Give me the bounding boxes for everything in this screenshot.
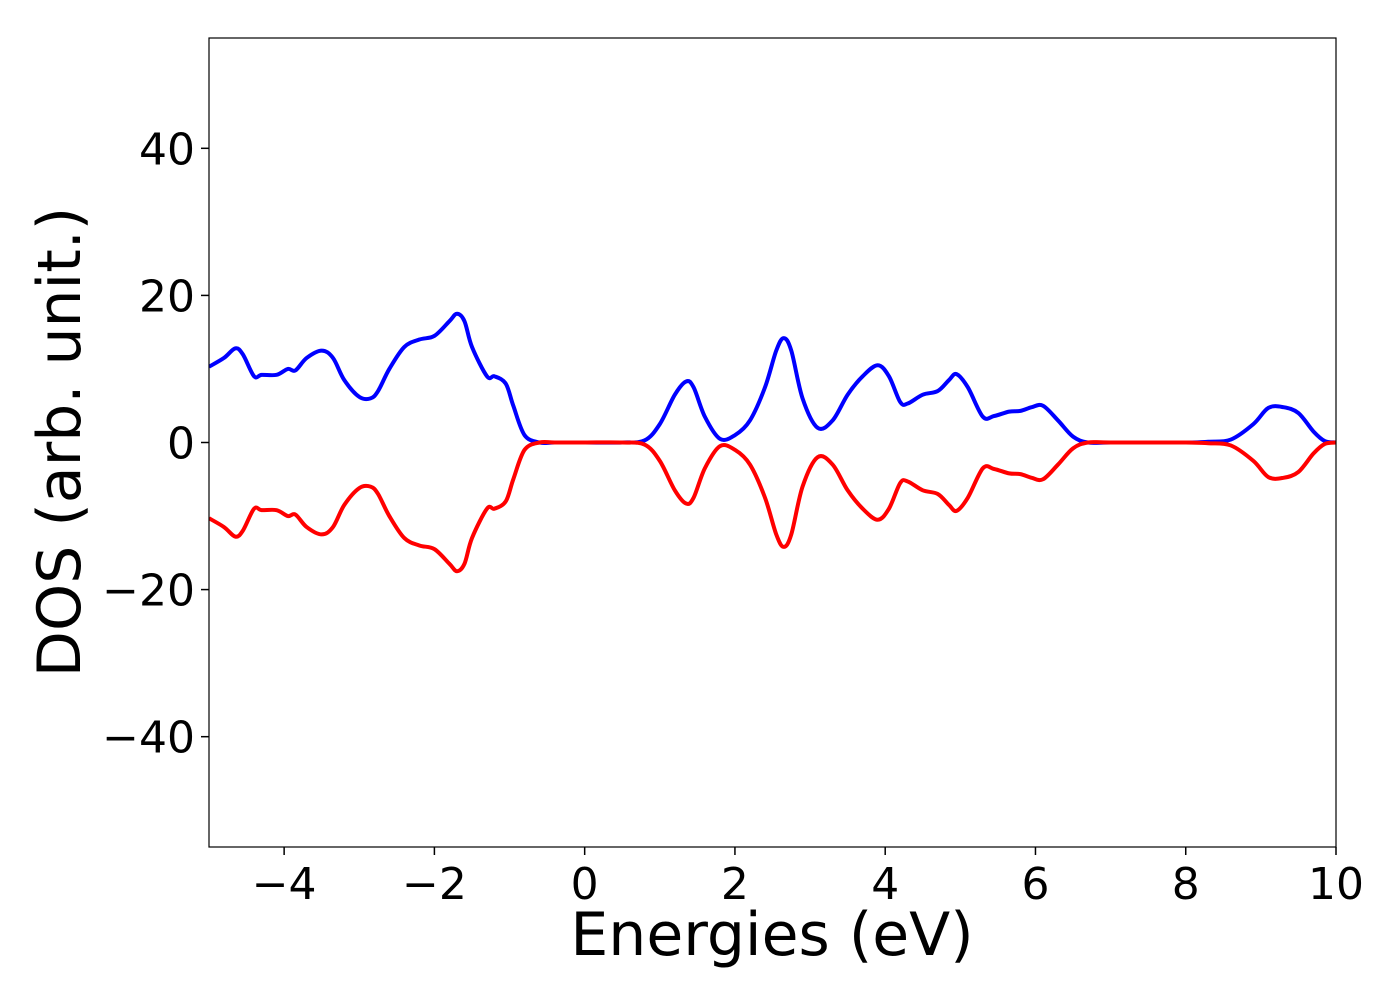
- series-line-spin-up: [209, 311, 1336, 446]
- series-layer: [209, 311, 1336, 574]
- y-tick-label: −20: [102, 566, 195, 617]
- y-tick-label: 40: [139, 124, 195, 175]
- y-axis: 40 20 0 −20 −40: [102, 124, 209, 764]
- x-tick-label: 6: [1021, 859, 1049, 910]
- y-tick-label: 0: [167, 419, 195, 470]
- x-tick-label: 4: [871, 859, 899, 910]
- series-line-spin-down: [209, 439, 1336, 574]
- x-tick-label: 8: [1172, 859, 1200, 910]
- x-tick-label: 10: [1308, 859, 1364, 910]
- y-tick-label: −40: [102, 713, 195, 764]
- x-tick-label: −2: [402, 859, 467, 910]
- x-tick-label: −4: [252, 859, 317, 910]
- x-axis-title: Energies (eV): [570, 900, 973, 970]
- x-axis: −4 −2 0 2 4 6 8 10: [252, 847, 1364, 910]
- x-tick-label: 2: [721, 859, 749, 910]
- x-tick-label: 0: [571, 859, 599, 910]
- y-tick-label: 20: [139, 271, 195, 322]
- y-axis-title: DOS (arb. unit.): [25, 207, 95, 677]
